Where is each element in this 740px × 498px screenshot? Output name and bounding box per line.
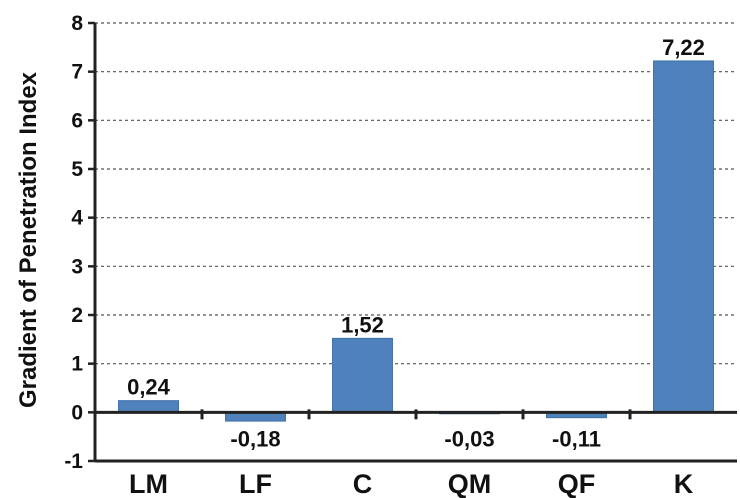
data-label: 1,52 bbox=[341, 312, 384, 337]
y-tick-label: -1 bbox=[64, 450, 83, 473]
gridlines bbox=[95, 22, 737, 365]
y-axis-title: Gradient of Penetration Index bbox=[15, 71, 42, 408]
x-tick-label: QF bbox=[558, 469, 596, 498]
x-tick-label: C bbox=[353, 469, 373, 498]
x-tick-label: LM bbox=[129, 469, 168, 498]
x-tick-label: LF bbox=[239, 469, 272, 498]
data-label: 0,24 bbox=[127, 375, 171, 400]
y-tick-label: 8 bbox=[71, 12, 83, 35]
x-tick-label: QM bbox=[448, 469, 492, 498]
data-label: -0,03 bbox=[444, 426, 494, 451]
data-label: -0,18 bbox=[230, 426, 280, 451]
bar-k bbox=[653, 60, 714, 413]
y-tick-label: 7 bbox=[71, 61, 83, 84]
labels: -1 0 1 2 3 4 5 6 7 8 LM LF C QM QF K 0,24 -0,18 1,52 -0,03 -… bbox=[64, 12, 705, 498]
y-tick-label: 1 bbox=[71, 353, 83, 376]
data-label: 7,22 bbox=[662, 35, 705, 60]
data-label: -0,11 bbox=[552, 426, 601, 451]
y-tick-label: 5 bbox=[71, 158, 83, 181]
axes bbox=[88, 21, 737, 463]
bar-lm bbox=[118, 400, 179, 413]
y-tick-label: 0 bbox=[71, 401, 83, 424]
bars bbox=[118, 60, 714, 422]
y-tick-label: 4 bbox=[71, 207, 83, 230]
y-tick-label: 6 bbox=[71, 109, 83, 132]
y-tick-label: 3 bbox=[71, 255, 83, 278]
y-tick-label: 2 bbox=[71, 304, 83, 327]
x-tick-label: K bbox=[674, 469, 694, 498]
bar-c bbox=[332, 337, 393, 413]
